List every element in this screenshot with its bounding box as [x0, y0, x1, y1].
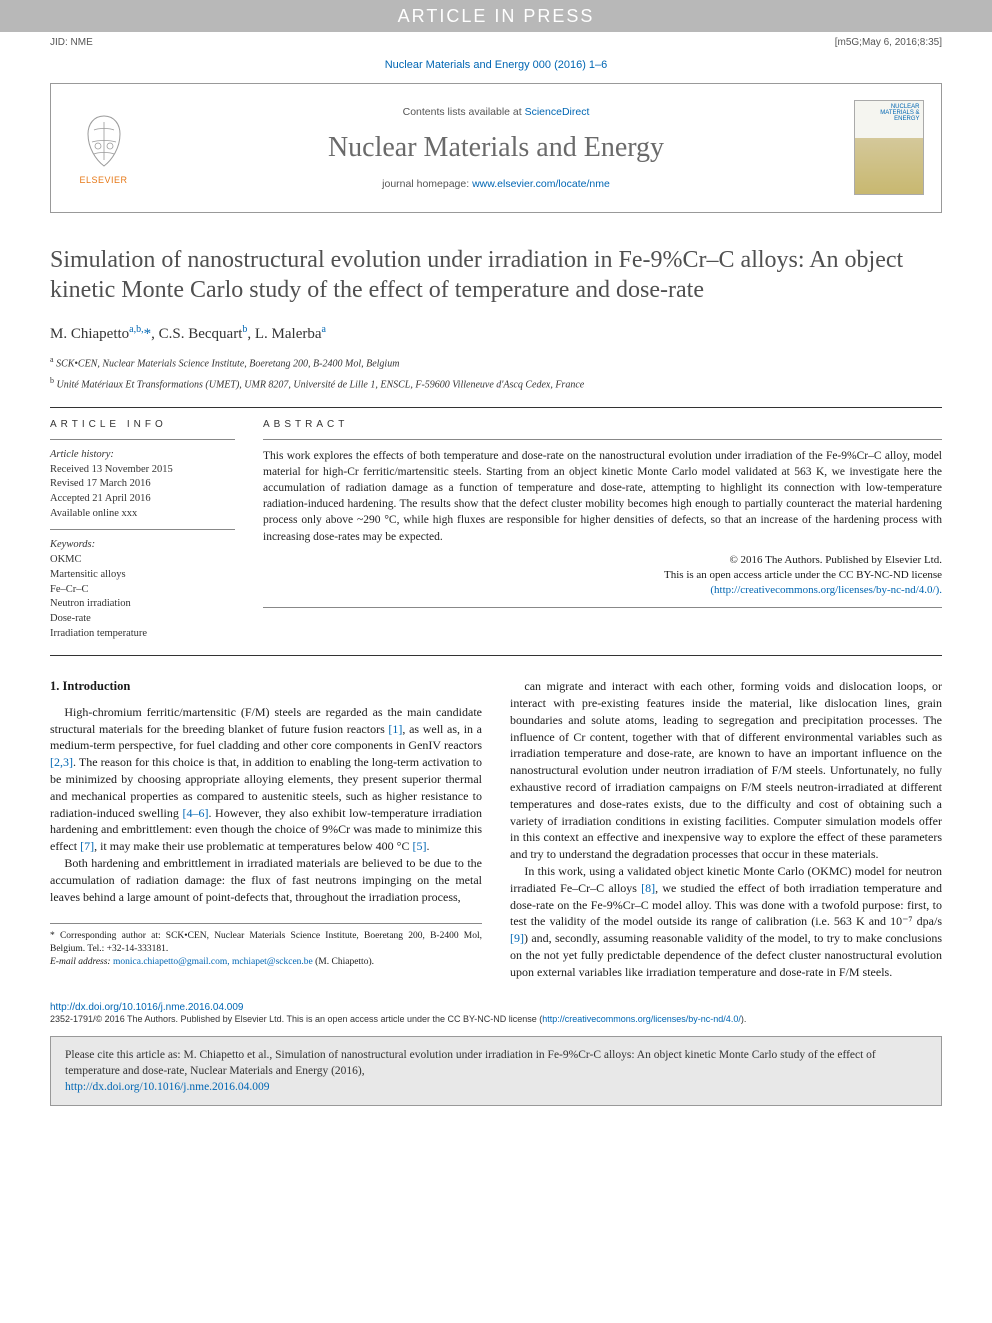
rule-above-info — [50, 407, 942, 408]
journal-cover-thumb: NUCLEAR MATERIALS & ENERGY — [854, 100, 924, 195]
rule-below-info — [50, 655, 942, 656]
email-label: E-mail address: — [50, 957, 113, 967]
footer-block: http://dx.doi.org/10.1016/j.nme.2016.04.… — [50, 997, 942, 1026]
journal-homepage-line: journal homepage: www.elsevier.com/locat… — [382, 177, 610, 191]
article-in-press-banner: ARTICLE IN PRESS — [0, 0, 992, 32]
keyword-5: Dose-rate — [50, 612, 235, 627]
jid-left: JID: NME — [50, 36, 93, 50]
banner-text: ARTICLE IN PRESS — [398, 6, 595, 26]
abs-rule-1 — [263, 439, 942, 440]
issn-license-line: 2352-1791/© 2016 The Authors. Published … — [50, 1014, 942, 1026]
keyword-1: OKMC — [50, 553, 235, 568]
keyword-2: Martensitic alloys — [50, 568, 235, 583]
issn-close: ). — [741, 1014, 747, 1024]
journal-cover-cell: NUCLEAR MATERIALS & ENERGY — [836, 84, 941, 212]
jid-right: [m5G;May 6, 2016;8:35] — [835, 36, 942, 50]
top-citation-text: Nuclear Materials and Energy 000 (2016) … — [385, 59, 608, 71]
history-received: Received 13 November 2015 — [50, 463, 235, 478]
history-revised: Revised 17 March 2016 — [50, 477, 235, 492]
ref-link[interactable]: [7] — [80, 839, 94, 853]
intro-para-3: can migrate and interact with each other… — [510, 678, 942, 863]
homepage-prefix: journal homepage: — [382, 178, 472, 190]
affiliation-b: b Unité Matériaux Et Transformations (UM… — [50, 375, 942, 392]
intro-para-1: High-chromium ferritic/martensitic (F/M)… — [50, 704, 482, 855]
copyright-line-2: This is an open access article under the… — [263, 568, 942, 583]
history-online: Available online xxx — [50, 507, 235, 522]
copyright-block: © 2016 The Authors. Published by Elsevie… — [263, 553, 942, 599]
history-header: Article history: — [50, 448, 235, 463]
top-citation: Nuclear Materials and Energy 000 (2016) … — [0, 52, 992, 83]
jid-row: JID: NME [m5G;May 6, 2016;8:35] — [0, 32, 992, 52]
please-cite-box: Please cite this article as: M. Chiapett… — [50, 1036, 942, 1106]
journal-homepage-link[interactable]: www.elsevier.com/locate/nme — [472, 178, 610, 190]
sciencedirect-link[interactable]: ScienceDirect — [525, 106, 590, 118]
elsevier-logo: ELSEVIER — [69, 108, 139, 188]
contents-lists-line: Contents lists available at ScienceDirec… — [403, 105, 590, 119]
journal-header-center: Contents lists available at ScienceDirec… — [156, 84, 836, 212]
ref-link[interactable]: [4–6] — [182, 806, 208, 820]
abstract-column: ABSTRACT This work explores the effects … — [263, 418, 942, 642]
journal-header-box: ELSEVIER Contents lists available at Sci… — [50, 83, 942, 213]
publisher-logo-cell: ELSEVIER — [51, 84, 156, 212]
keyword-4: Neutron irradiation — [50, 597, 235, 612]
info-rule-2 — [50, 529, 235, 530]
keywords-block: Keywords: OKMC Martensitic alloys Fe–Cr–… — [50, 538, 235, 641]
journal-name: Nuclear Materials and Energy — [328, 129, 664, 167]
footnote-block: * Corresponding author at: SCK•CEN, Nucl… — [50, 923, 482, 968]
intro-para-2: Both hardening and embrittlement in irra… — [50, 855, 482, 905]
author-list: M. Chiapettoa,b,*, C.S. Becquartb, L. Ma… — [50, 323, 942, 344]
article-info-label: ARTICLE INFO — [50, 418, 235, 432]
body-columns: 1. Introduction High-chromium ferritic/m… — [50, 678, 942, 980]
affiliations: a SCK•CEN, Nuclear Materials Science Ins… — [50, 354, 942, 393]
affil-a-text: SCK•CEN, Nuclear Materials Science Insti… — [56, 358, 399, 369]
cover-title: NUCLEAR MATERIALS & ENERGY — [858, 104, 920, 122]
article-history: Article history: Received 13 November 20… — [50, 448, 235, 521]
abstract-label: ABSTRACT — [263, 418, 942, 432]
cite-doi-link[interactable]: http://dx.doi.org/10.1016/j.nme.2016.04.… — [65, 1081, 270, 1093]
ref-link[interactable]: [9] — [510, 931, 524, 945]
affiliation-a: a SCK•CEN, Nuclear Materials Science Ins… — [50, 354, 942, 371]
article-title: Simulation of nanostructural evolution u… — [50, 245, 942, 305]
ref-link[interactable]: [5] — [412, 839, 426, 853]
keyword-3: Fe–Cr–C — [50, 583, 235, 598]
email-links[interactable]: monica.chiapetto@gmail.com, mchiapet@sck… — [113, 957, 313, 967]
issn-text: 2352-1791/© 2016 The Authors. Published … — [50, 1014, 542, 1024]
abstract-text: This work explores the effects of both t… — [263, 448, 942, 545]
section-1-heading: 1. Introduction — [50, 678, 482, 696]
abs-rule-2 — [263, 607, 942, 608]
copyright-line-1: © 2016 The Authors. Published by Elsevie… — [263, 553, 942, 568]
info-abstract-row: ARTICLE INFO Article history: Received 1… — [50, 418, 942, 642]
affil-b-text: Unité Matériaux Et Transformations (UMET… — [57, 380, 585, 391]
footer-license-link[interactable]: http://creativecommons.org/licenses/by-n… — [542, 1014, 741, 1024]
keywords-header: Keywords: — [50, 538, 235, 553]
elsevier-label: ELSEVIER — [79, 174, 127, 186]
license-link[interactable]: (http://creativecommons.org/licenses/by-… — [710, 584, 942, 596]
lists-prefix: Contents lists available at — [403, 106, 525, 118]
doi-link[interactable]: http://dx.doi.org/10.1016/j.nme.2016.04.… — [50, 1002, 243, 1013]
corresponding-author: * Corresponding author at: SCK•CEN, Nucl… — [50, 930, 482, 956]
ref-link[interactable]: [8] — [641, 881, 655, 895]
ref-link[interactable]: [2,3] — [50, 755, 73, 769]
keyword-6: Irradiation temperature — [50, 627, 235, 642]
cite-text: Please cite this article as: M. Chiapett… — [65, 1049, 876, 1077]
email-suffix: (M. Chiapetto). — [313, 957, 374, 967]
info-rule-1 — [50, 439, 235, 440]
ref-link[interactable]: [1] — [388, 722, 402, 736]
article-info-column: ARTICLE INFO Article history: Received 1… — [50, 418, 235, 642]
history-accepted: Accepted 21 April 2016 — [50, 492, 235, 507]
intro-para-4: In this work, using a validated object k… — [510, 863, 942, 981]
email-line: E-mail address: monica.chiapetto@gmail.c… — [50, 956, 482, 969]
